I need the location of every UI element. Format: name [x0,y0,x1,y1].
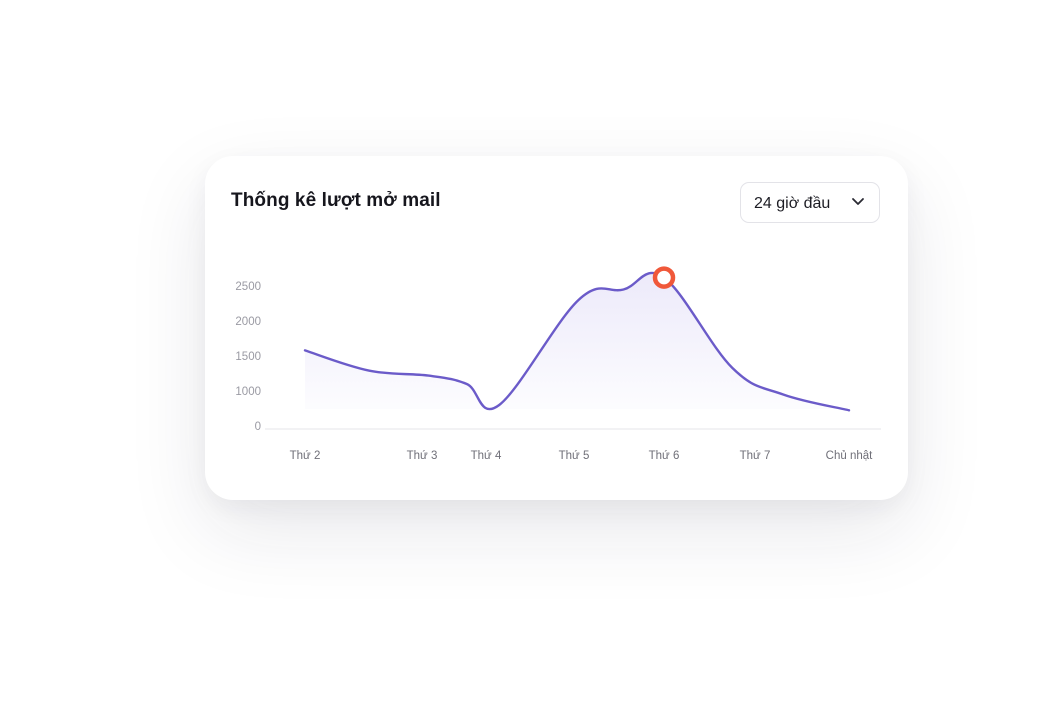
x-tick-label: Thứ 6 [649,450,680,462]
x-tick-label: Thứ 3 [407,450,438,462]
area-fill [305,272,849,411]
y-tick-label: 2500 [235,281,261,293]
x-tick-label: Thứ 2 [290,450,321,462]
x-tick-label: Thứ 5 [559,450,590,462]
x-tick-label: Thứ 7 [740,450,771,462]
y-tick-label: 1000 [235,386,261,398]
time-range-dropdown[interactable]: 24 giờ đầu [740,182,880,223]
email-open-stats-card: Thống kê lượt mở mail 24 giờ đầu 0 1000 15… [205,156,908,500]
highlight-point[interactable] [652,266,676,289]
x-tick-label: Thứ 4 [471,450,502,462]
y-tick-label: 2000 [235,316,261,328]
series-line [303,271,851,412]
y-tick-label: 0 [255,421,261,433]
chevron-down-icon [852,198,864,205]
card-title: Thống kê lượt mở mail [231,190,441,211]
y-tick-label: 1500 [235,351,261,363]
y-axis: 0 1000 1500 2000 2500 [235,281,261,433]
time-range-selected-value: 24 giờ đầu [754,195,831,212]
x-tick-label: Chủ nhật [826,450,873,462]
x-axis: Thứ 2 Thứ 3 Thứ 4 Thứ 5 Thứ 6 Thứ 7 Chủ nhật [290,450,873,462]
